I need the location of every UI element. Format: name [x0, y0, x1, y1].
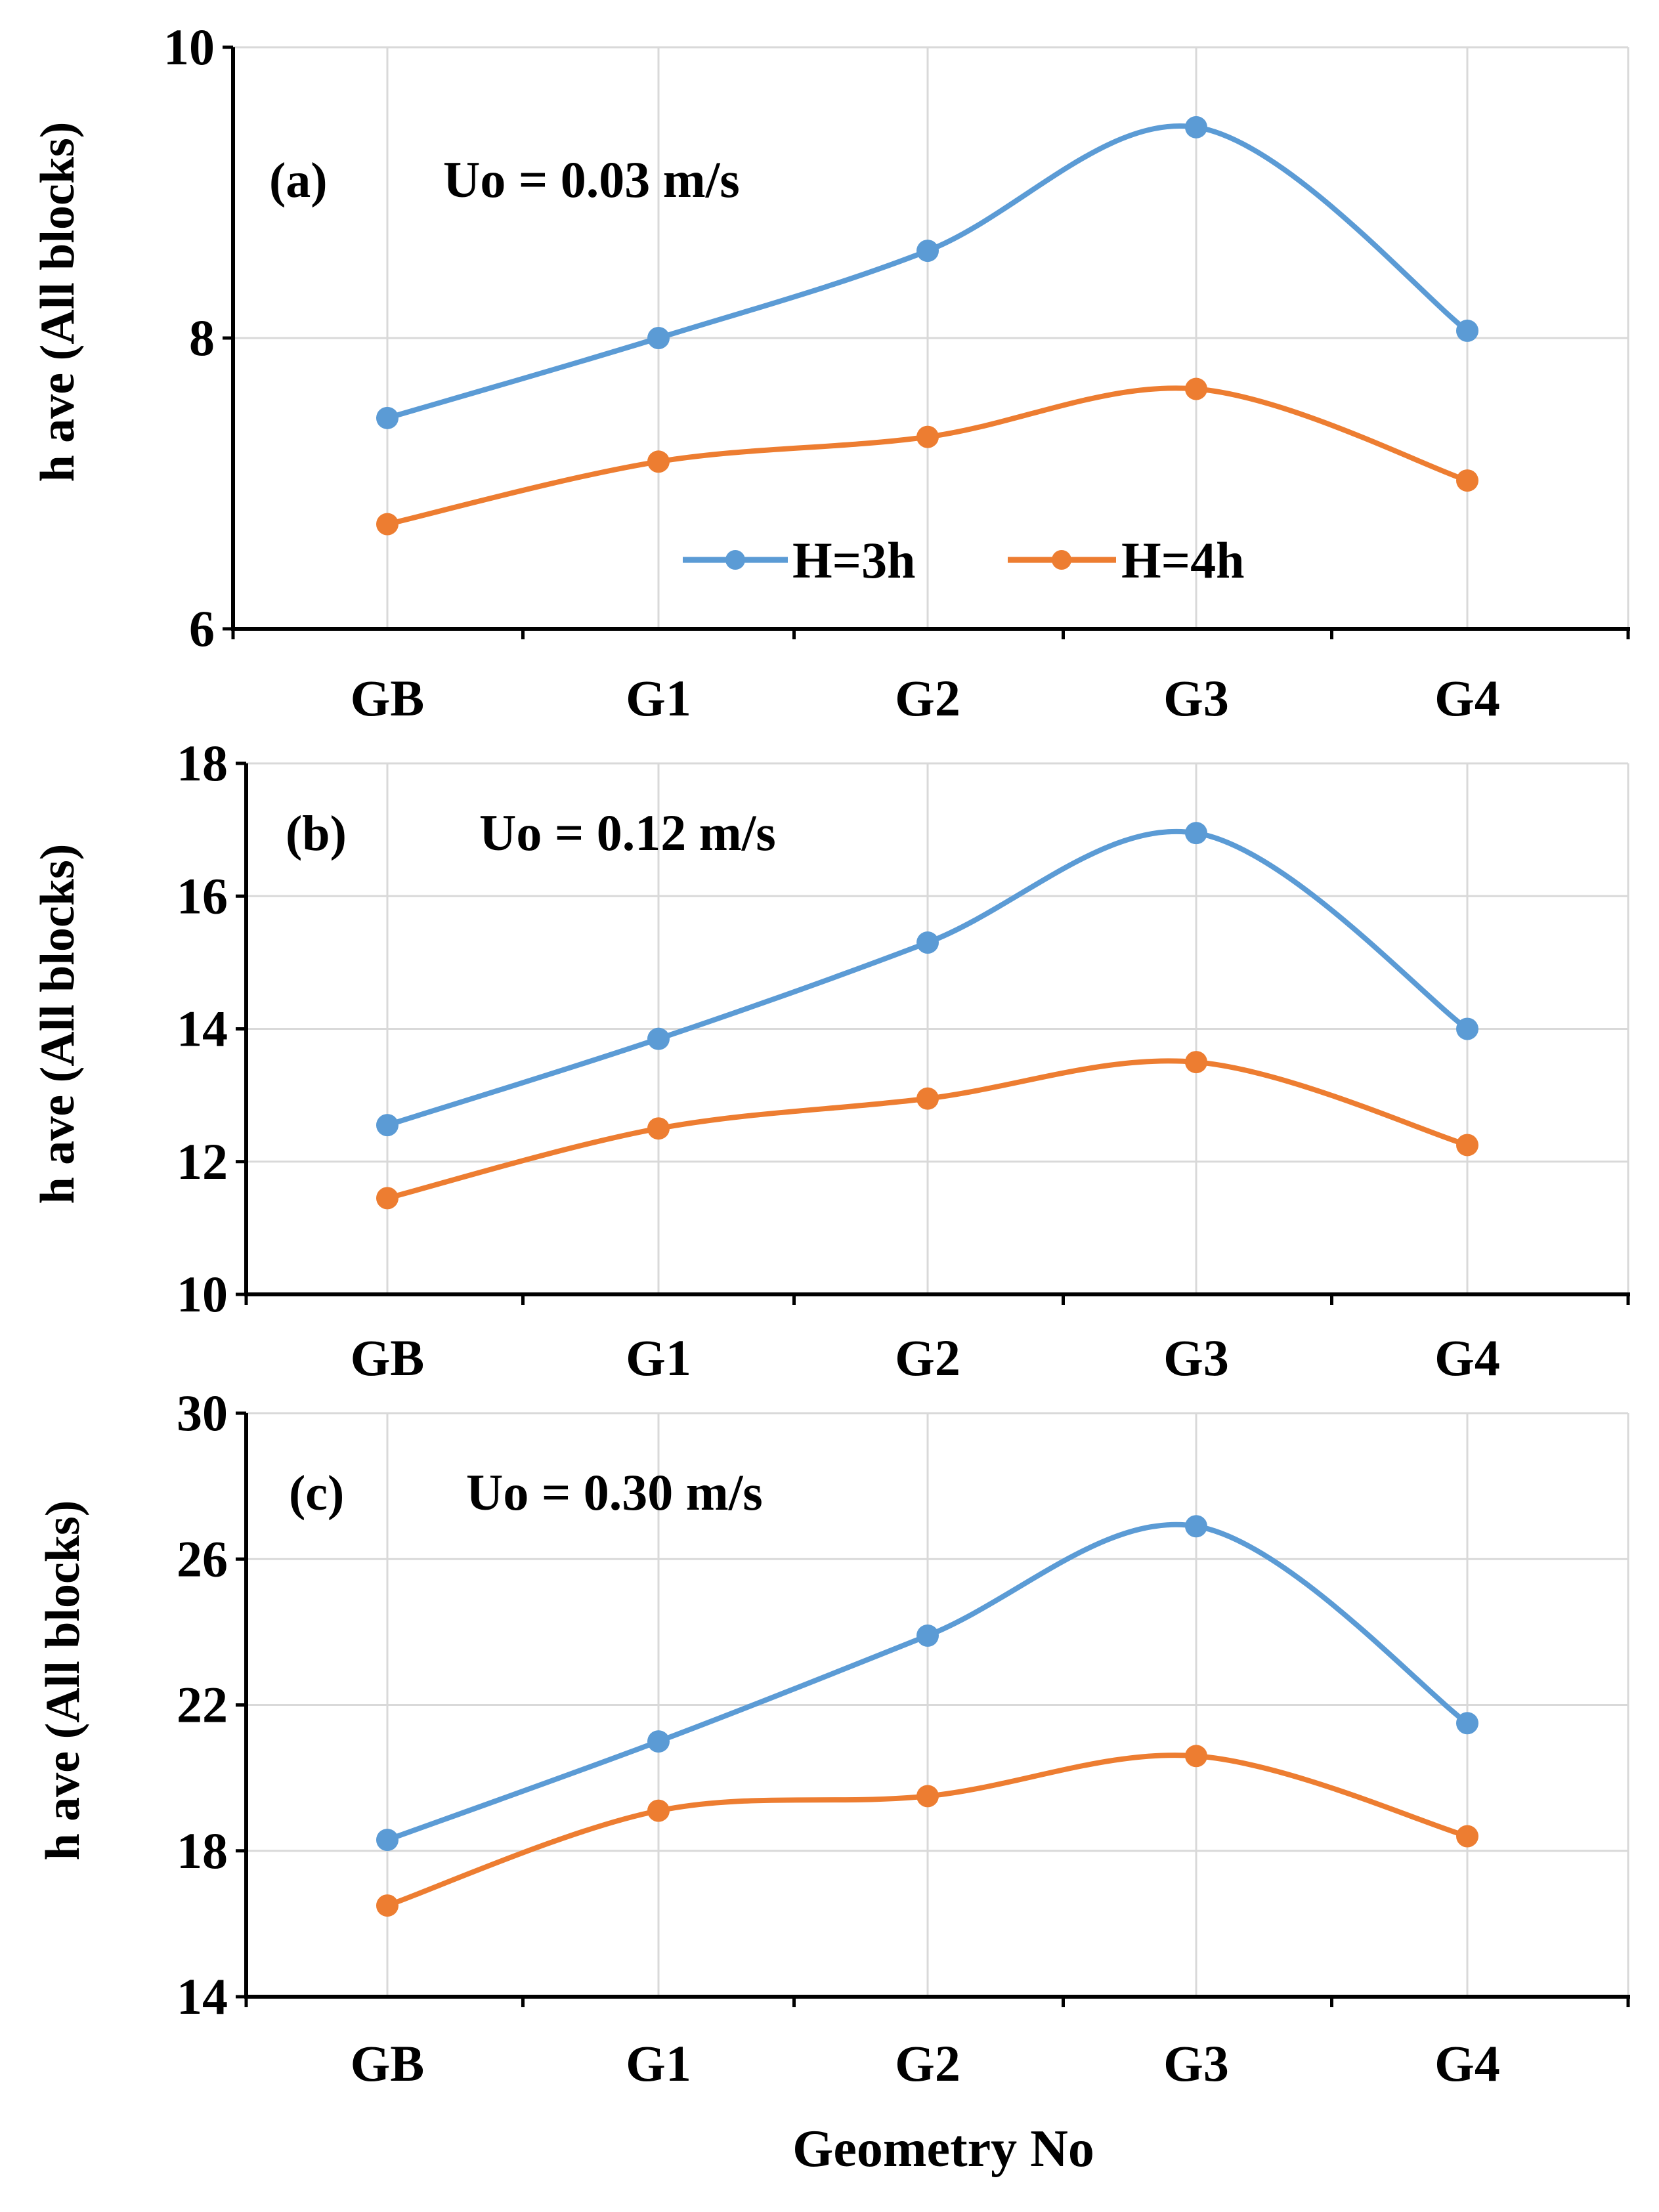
plot-1: 10 12 14 16 18 GB G1 G2 G3 G4 — [177, 734, 1630, 1386]
panel-a-ylabel: h ave (All blocks) — [31, 122, 85, 482]
y-tick-label: 10 — [177, 1266, 228, 1323]
x-axis-title: Geometry No — [792, 2120, 1094, 2178]
data-point-h3h-g4 — [1456, 1017, 1478, 1040]
x-tick-label: GB — [351, 1329, 425, 1386]
series-line-h3h — [385, 123, 1470, 421]
y-tick-label: 10 — [163, 18, 215, 75]
x-tick-label: G4 — [1434, 670, 1500, 727]
data-point-h3h-g3 — [1185, 116, 1207, 138]
data-point-h3h-g1 — [647, 1027, 670, 1050]
data-point-h3h-g3 — [1185, 822, 1207, 845]
x-tick-label: G4 — [1434, 2035, 1500, 2092]
x-tick-label: GB — [351, 2035, 425, 2092]
data-point-h4h-g4 — [1456, 469, 1478, 492]
panel-a-annotation: Uo = 0.03 m/s — [443, 151, 740, 208]
y-tick-label: 26 — [177, 1530, 228, 1587]
panel-b-ylabel: h ave (All blocks) — [31, 844, 85, 1204]
data-point-h3h-gb — [376, 1829, 399, 1852]
data-point-h3h-g4 — [1456, 1712, 1478, 1735]
legend-label-h4h: H=4h — [1121, 532, 1245, 589]
y-tick-label: 6 — [189, 600, 215, 657]
plot-0: 6 8 10 GB G1 G2 G3 G4 — [163, 18, 1630, 727]
panel-c-ylabel: h ave (All blocks) — [36, 1500, 90, 1861]
data-point-h3h-g3 — [1185, 1515, 1207, 1538]
x-tick-label: GB — [351, 670, 425, 727]
y-tick-label: 18 — [177, 1822, 228, 1879]
data-point-h3h-g2 — [916, 240, 939, 263]
data-point-h4h-g2 — [916, 1087, 939, 1110]
data-point-h4h-g1 — [647, 1117, 670, 1140]
data-point-h3h-g2 — [916, 931, 939, 954]
data-point-h4h-gb — [376, 1894, 399, 1917]
data-point-h3h-g1 — [647, 327, 670, 349]
x-tick-label: G3 — [1163, 2035, 1229, 2092]
panel-c-label: (c) — [289, 1466, 344, 1521]
data-point-h4h-g2 — [916, 1785, 939, 1808]
data-point-h4h-g3 — [1185, 1051, 1207, 1074]
panel-b-annotation: Uo = 0.12 m/s — [479, 804, 776, 861]
data-point-h4h-gb — [376, 513, 399, 536]
y-tick-label: 14 — [177, 1000, 228, 1057]
legend-marker-h4h — [1052, 550, 1071, 570]
data-point-h4h-g3 — [1185, 377, 1207, 400]
data-point-h3h-gb — [376, 406, 399, 429]
x-tick-label: G1 — [626, 1329, 691, 1386]
series-line-h3h — [385, 1521, 1470, 1843]
panel-b: (b) Uo = 0.12 m/s h ave (All blocks) — [31, 804, 776, 1204]
x-tick-label: G3 — [1163, 670, 1229, 727]
x-tick-label: G2 — [895, 670, 960, 727]
data-point-h3h-g1 — [647, 1730, 670, 1753]
y-tick-label: 16 — [177, 867, 228, 924]
legend-label-h3h: H=3h — [792, 532, 916, 589]
x-tick-label: G4 — [1434, 1329, 1500, 1386]
y-tick-label: 30 — [177, 1384, 228, 1441]
x-tick-label: G1 — [626, 670, 691, 727]
data-point-h4h-g1 — [647, 450, 670, 473]
panel-c-annotation: Uo = 0.30 m/s — [466, 1464, 763, 1521]
data-point-h4h-g2 — [916, 425, 939, 448]
panel-c: (c) Uo = 0.30 m/s h ave (All blocks) Geo… — [36, 1464, 1094, 2178]
legend-marker-h3h — [725, 550, 745, 570]
panel-a: (a) Uo = 0.03 m/s h ave (All blocks) H=3… — [31, 122, 1245, 589]
data-point-h4h-g4 — [1456, 1134, 1478, 1157]
plot-2: 14 18 22 26 30 GB G1 G2 G3 G4 — [177, 1384, 1630, 2092]
panel-b-label: (b) — [286, 806, 347, 861]
data-point-h4h-g3 — [1185, 1745, 1207, 1768]
data-point-h3h-g4 — [1456, 319, 1478, 342]
y-tick-label: 8 — [189, 309, 215, 366]
x-tick-label: G1 — [626, 2035, 691, 2092]
x-tick-label: G2 — [895, 2035, 960, 2092]
data-point-h4h-gb — [376, 1187, 399, 1210]
y-tick-label: 12 — [177, 1133, 228, 1190]
data-point-h3h-gb — [376, 1114, 399, 1137]
y-tick-label: 18 — [177, 734, 228, 792]
y-tick-label: 22 — [177, 1676, 228, 1733]
panel-a-label: (a) — [269, 153, 328, 208]
x-tick-label: G2 — [895, 1329, 960, 1386]
series-line-h3h — [385, 828, 1470, 1128]
data-point-h4h-g1 — [647, 1799, 670, 1822]
data-point-h3h-g2 — [916, 1624, 939, 1647]
data-point-h4h-g4 — [1456, 1825, 1478, 1848]
x-tick-label: G3 — [1163, 1329, 1229, 1386]
legend: H=3h H=4h — [683, 532, 1245, 589]
y-tick-label: 14 — [177, 1968, 228, 2025]
